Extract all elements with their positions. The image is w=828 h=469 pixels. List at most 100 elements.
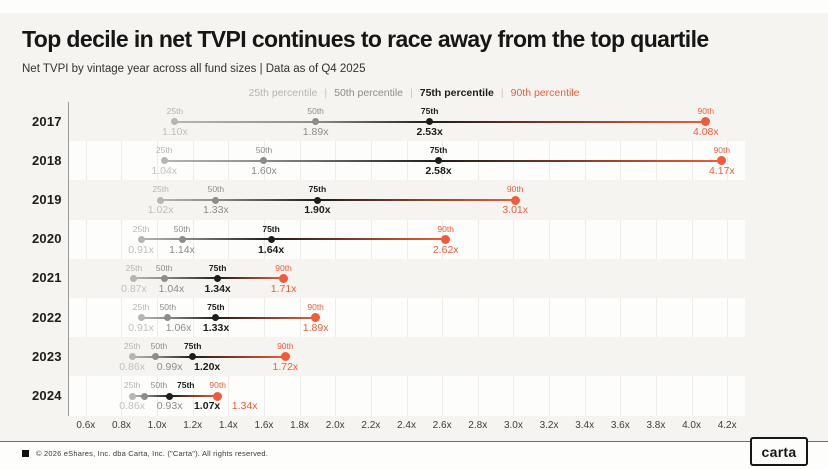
year-label: 2017 bbox=[32, 113, 62, 129]
percentile-dot-25th bbox=[160, 157, 168, 165]
percentile-label: 25th bbox=[123, 341, 141, 352]
percentile-dot-50th bbox=[212, 196, 220, 204]
connector-line bbox=[169, 395, 218, 397]
percentile-label: 75th bbox=[176, 380, 195, 391]
gridline bbox=[85, 141, 87, 181]
value-label: 4.17x bbox=[708, 165, 735, 178]
gridline bbox=[513, 298, 515, 338]
gridline bbox=[691, 219, 693, 259]
percentile-dot-50th bbox=[151, 353, 159, 361]
footer-copyright: © 2026 eShares, Inc. dba Carta, Inc. ("C… bbox=[36, 449, 269, 458]
percentile-label: 90th bbox=[713, 145, 731, 156]
gridline bbox=[442, 298, 444, 338]
percentile-dot-75th bbox=[214, 274, 222, 282]
gridline bbox=[691, 298, 693, 338]
gridline bbox=[549, 376, 551, 416]
value-label: 1.33x bbox=[203, 204, 229, 217]
gridline bbox=[335, 298, 337, 338]
y-axis-line bbox=[68, 102, 69, 416]
percentile-dot-75th bbox=[426, 118, 434, 126]
percentile-label: 75th bbox=[429, 145, 448, 156]
year-label: 2020 bbox=[32, 231, 62, 247]
gridline bbox=[620, 298, 622, 338]
percentile-dot-25th bbox=[157, 196, 165, 204]
x-tick-label: 2.6x bbox=[432, 419, 452, 431]
percentile-label: 25th bbox=[155, 145, 173, 156]
gridline bbox=[85, 298, 87, 338]
percentile-label: 50th bbox=[150, 341, 168, 352]
percentile-dot-50th bbox=[141, 392, 149, 400]
percentile-dot-75th bbox=[166, 392, 174, 400]
legend-separator: | bbox=[324, 87, 328, 99]
value-label: 1.14x bbox=[169, 243, 195, 256]
gridline bbox=[620, 376, 622, 416]
gridline bbox=[335, 376, 337, 416]
percentile-label: 50th bbox=[159, 302, 177, 312]
percentile-label: 90th bbox=[209, 380, 226, 391]
legend-item-90th: 90th percentile bbox=[510, 87, 580, 99]
percentile-dot-50th bbox=[260, 157, 268, 165]
x-tick-label: 3.2x bbox=[539, 419, 559, 431]
percentile-label: 75th bbox=[420, 106, 439, 116]
percentile-label: 50th bbox=[207, 184, 225, 195]
percentile-label: 50th bbox=[155, 262, 173, 273]
top-margin-strip bbox=[0, 0, 828, 13]
gridline bbox=[263, 376, 265, 416]
value-label: 1.06x bbox=[165, 322, 192, 334]
percentile-dot-50th bbox=[160, 274, 168, 282]
gridline bbox=[584, 376, 586, 416]
x-tick-label: 2.8x bbox=[468, 419, 488, 431]
gridline bbox=[655, 219, 657, 259]
gridline bbox=[370, 376, 372, 416]
connector-line bbox=[438, 159, 722, 162]
year-label: 2022 bbox=[32, 309, 62, 325]
percentile-label: 75th bbox=[308, 184, 327, 195]
percentile-dot-25th bbox=[171, 118, 179, 126]
percentile-dot-50th bbox=[178, 235, 186, 243]
x-tick-label: 2.0x bbox=[325, 419, 345, 431]
percentile-dot-25th bbox=[130, 274, 138, 282]
legend-item-25th: 25th percentile bbox=[248, 87, 318, 99]
gridline bbox=[121, 298, 123, 338]
percentile-dot-90th bbox=[213, 391, 223, 401]
x-tick-label: 1.0x bbox=[147, 419, 167, 431]
value-label: 0.91x bbox=[128, 243, 154, 256]
x-tick-label: 4.0x bbox=[682, 419, 701, 431]
percentile-dot-25th bbox=[128, 353, 136, 361]
gridline bbox=[691, 376, 693, 416]
value-label: 1.60x bbox=[251, 165, 277, 178]
value-label: 1.89x bbox=[302, 126, 329, 138]
connector-line bbox=[215, 316, 316, 319]
value-label: 1.02x bbox=[147, 204, 174, 217]
x-tick-label: 0.6x bbox=[76, 419, 96, 431]
percentile-dot-75th bbox=[189, 353, 197, 361]
connector-line bbox=[141, 238, 182, 241]
connector-line bbox=[132, 395, 145, 397]
gridline bbox=[513, 376, 515, 416]
gridline bbox=[299, 376, 301, 416]
square-bullet-icon bbox=[22, 450, 29, 457]
connector-line bbox=[164, 159, 264, 162]
gridline bbox=[727, 219, 729, 259]
percentile-label: 50th bbox=[255, 145, 273, 156]
connector-line bbox=[192, 355, 286, 358]
percentile-label: 50th bbox=[307, 106, 324, 116]
x-tick-label: 3.6x bbox=[610, 419, 630, 431]
value-label: 1.89x bbox=[302, 322, 329, 334]
percentile-label: 25th bbox=[123, 380, 141, 391]
value-label: 1.04x bbox=[158, 282, 185, 295]
gridline bbox=[121, 141, 123, 181]
percentile-label: 25th bbox=[132, 302, 150, 312]
value-label: 2.53x bbox=[416, 126, 443, 138]
percentile-dot-75th bbox=[267, 235, 275, 243]
value-label: 1.34x bbox=[204, 282, 231, 295]
connector-line bbox=[167, 316, 216, 319]
gridline bbox=[406, 298, 408, 338]
gridline bbox=[549, 298, 551, 338]
gridline bbox=[121, 376, 123, 416]
gridline bbox=[549, 219, 551, 259]
connector-line bbox=[160, 199, 216, 201]
year-label: 2024 bbox=[32, 388, 62, 403]
percentile-label: 90th bbox=[277, 341, 294, 352]
